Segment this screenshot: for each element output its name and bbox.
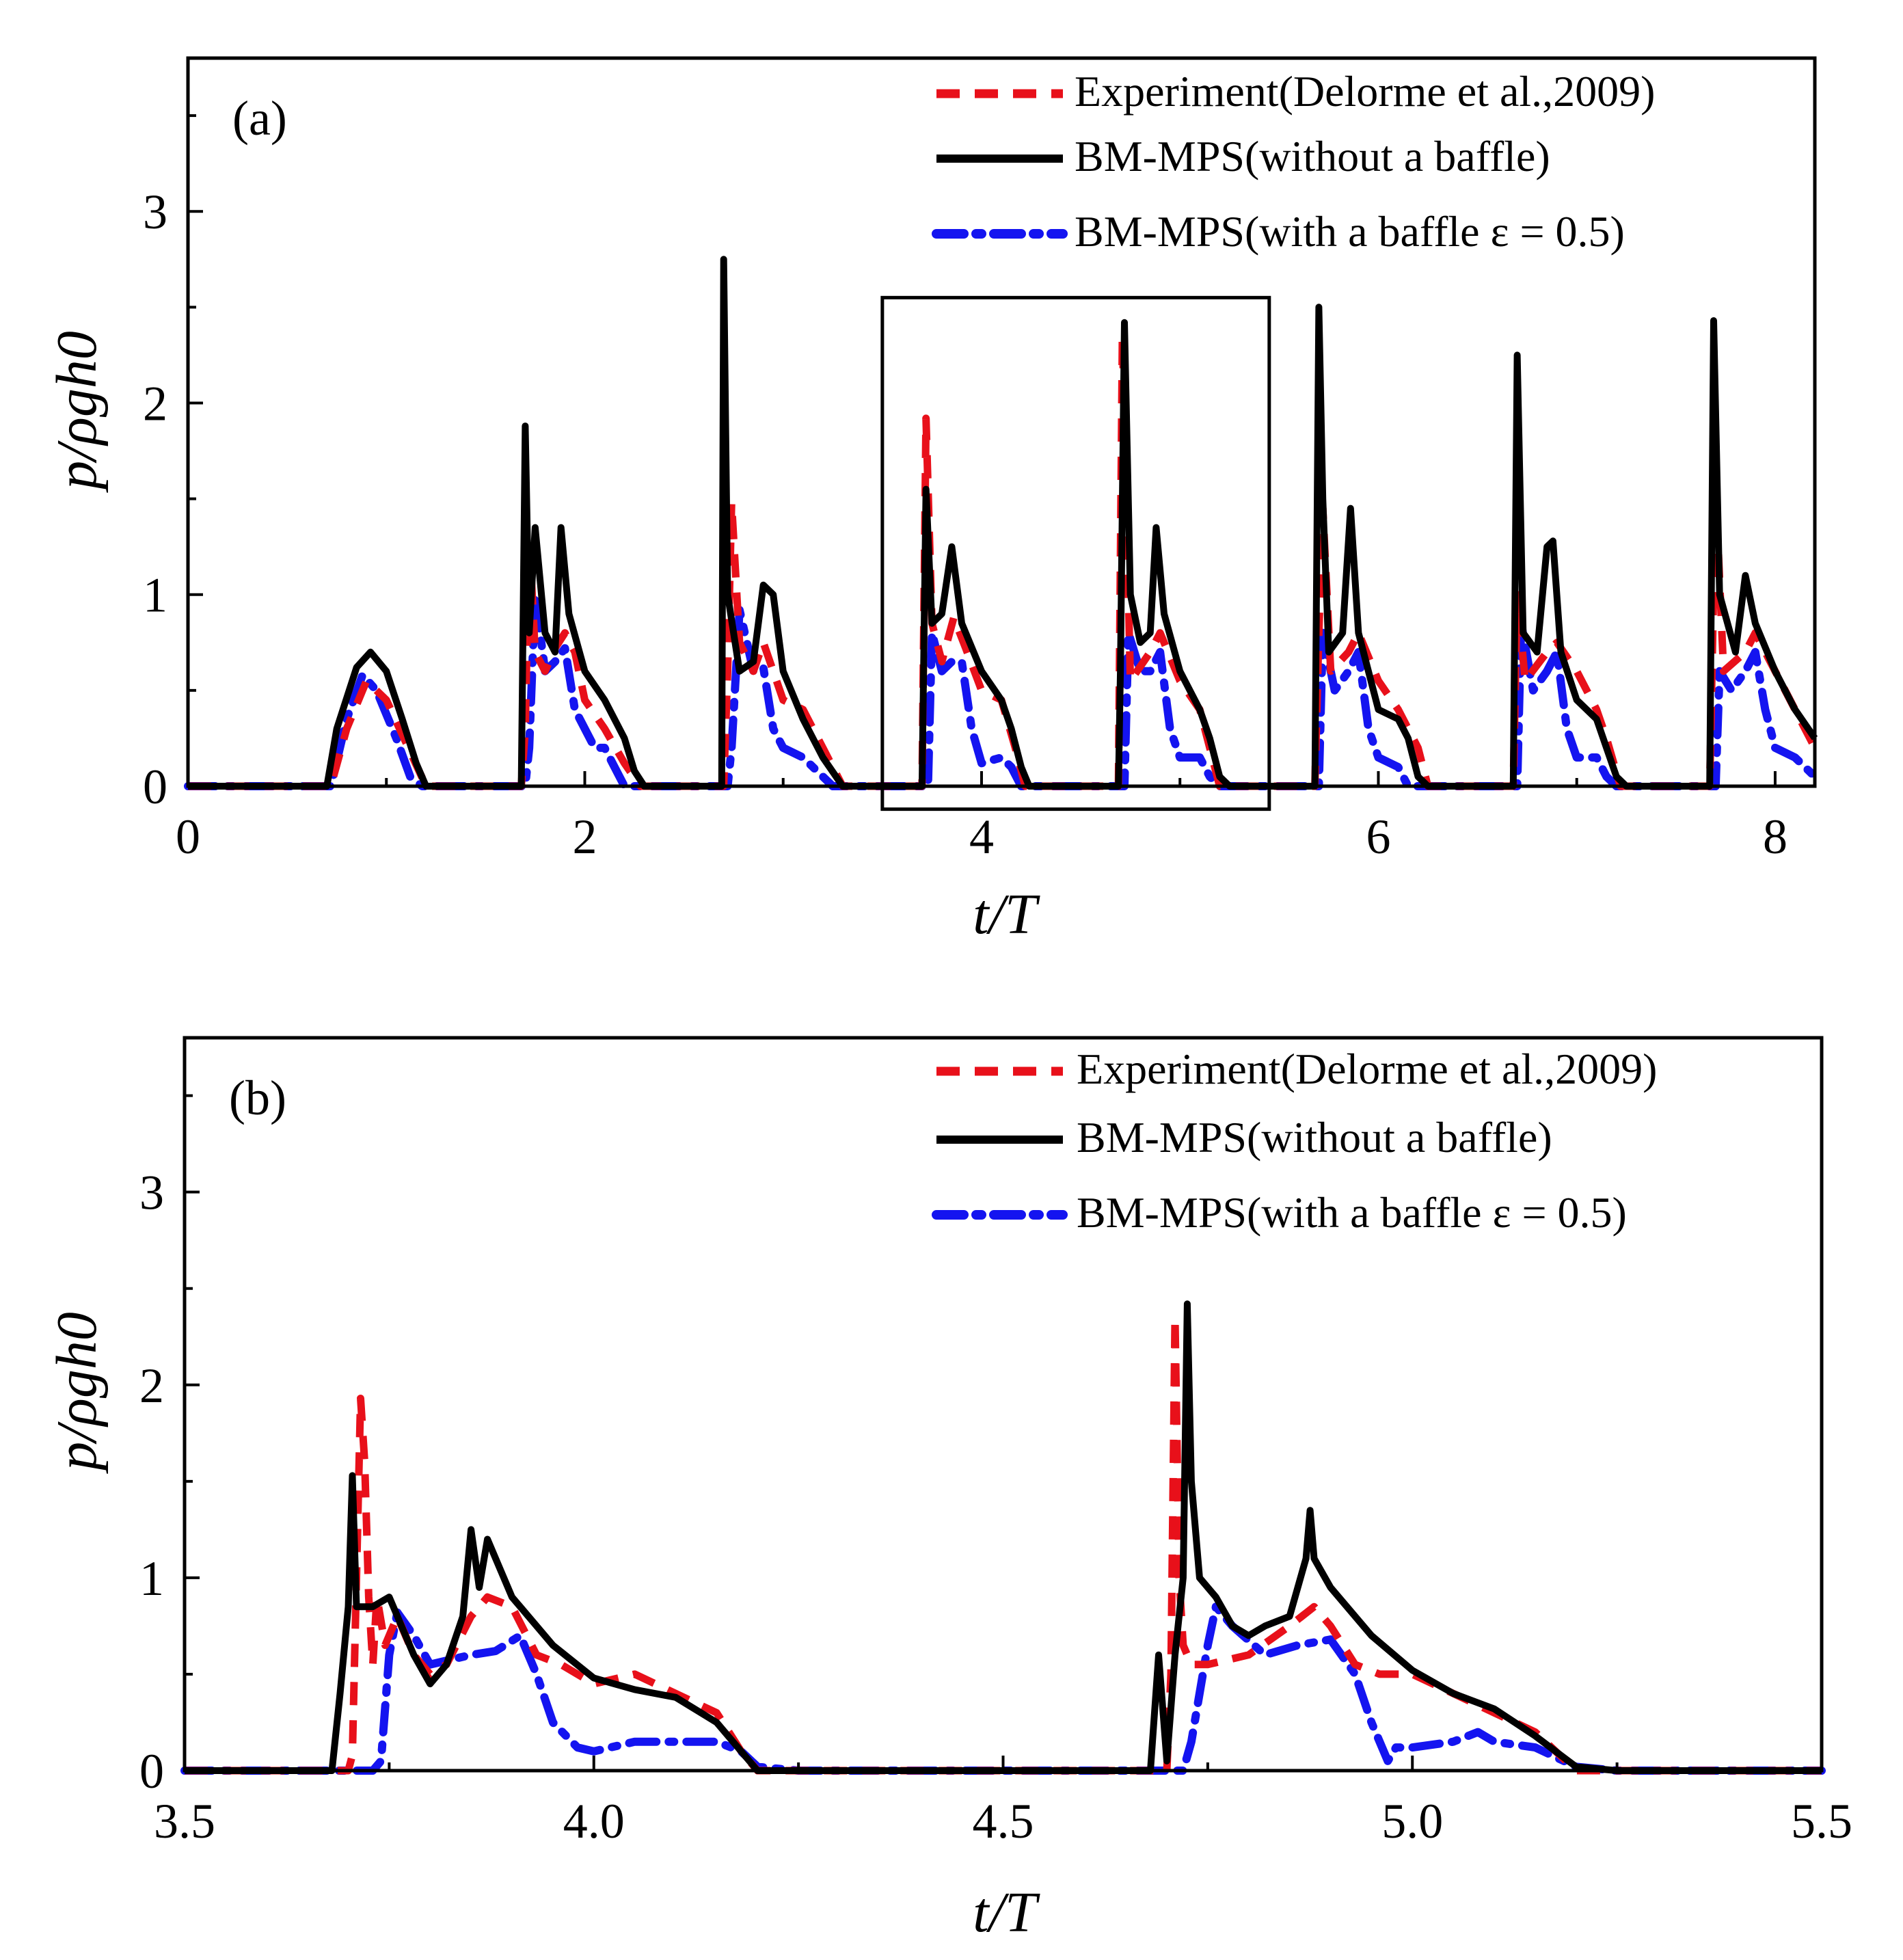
y-tick-label: 2 bbox=[139, 1358, 164, 1413]
y-tick-label: 3 bbox=[139, 1166, 164, 1220]
panel-a-frame bbox=[186, 56, 1817, 788]
x-tick-label: 5.5 bbox=[1791, 1794, 1852, 1849]
panel-b-y-axis-label-text: p/ρgh0 bbox=[45, 1312, 109, 1474]
panel-b-x-axis-label: t/T bbox=[973, 1881, 1040, 1944]
x-tick-label: 0 bbox=[176, 809, 200, 864]
panel-b-series bbox=[180, 1300, 1826, 1775]
panel-b-y-axis-label: p/ρgh0 bbox=[45, 1312, 109, 1474]
legend-label-no-baffle: BM-MPS(without a baffle) bbox=[1075, 132, 1550, 180]
legend-label-with-baffle: BM-MPS(with a baffle ε = 0.5) bbox=[1075, 207, 1625, 256]
y-tick-label: 3 bbox=[143, 185, 167, 239]
x-tick-label: 3.5 bbox=[154, 1794, 215, 1849]
x-tick-label: 6 bbox=[1366, 809, 1390, 864]
x-tick-label: 4 bbox=[969, 809, 994, 864]
y-tick-label: 0 bbox=[139, 1744, 164, 1799]
x-tick-label: 5.0 bbox=[1381, 1794, 1443, 1849]
panel-a-y-axis-label-text: p/ρgh0 bbox=[45, 331, 109, 493]
svg-text:p/ρgh0: p/ρgh0 bbox=[45, 1312, 109, 1474]
panel-a-legend: Experiment(Delorme et al.,2009) BM-MPS(wi… bbox=[932, 67, 1655, 256]
y-tick-label: 1 bbox=[143, 568, 167, 623]
panel-b: 3.5 4.0 4.5 5.0 5.5 0 1 2 3 (b) t/T p/ρgh0 Expe… bbox=[45, 1036, 1852, 1944]
legend-label-experiment: Experiment(Delorme et al.,2009) bbox=[1077, 1045, 1657, 1093]
svg-text:p/ρgh0: p/ρgh0 bbox=[45, 331, 109, 493]
panel-a-zoom-box bbox=[880, 295, 1271, 811]
panel-a-series bbox=[184, 256, 1819, 790]
x-tick-label: 4.5 bbox=[973, 1794, 1034, 1849]
panel-b-label: (b) bbox=[229, 1071, 286, 1125]
panel-b-legend: Experiment(Delorme et al.,2009) BM-MPS(wi… bbox=[932, 1045, 1657, 1237]
series-line-no-baffle bbox=[185, 1300, 1822, 1774]
panel-a-x-axis-label: t/T bbox=[973, 883, 1040, 946]
x-tick-label: 8 bbox=[1763, 809, 1787, 864]
panel-a: 0 2 4 6 8 0 1 2 3 (a) t/T p/ρgh0 Experiment(Del… bbox=[45, 56, 1819, 946]
panel-b-y-ticks: 0 1 2 3 bbox=[139, 1094, 200, 1799]
x-tick-label: 2 bbox=[572, 809, 597, 864]
y-tick-label: 0 bbox=[143, 760, 167, 814]
series-line-no-baffle bbox=[188, 256, 1818, 790]
legend-label-with-baffle: BM-MPS(with a baffle ε = 0.5) bbox=[1077, 1188, 1627, 1237]
y-tick-label: 1 bbox=[139, 1551, 164, 1606]
series-line-experiment bbox=[188, 332, 1818, 790]
series-line-with-baffle bbox=[184, 590, 1819, 790]
zoom-box bbox=[880, 295, 1271, 811]
legend-label-experiment: Experiment(Delorme et al.,2009) bbox=[1075, 67, 1655, 116]
series-line-with-baffle bbox=[180, 1602, 1826, 1775]
panel-b-x-ticks: 3.5 4.0 4.5 5.0 5.5 bbox=[154, 1756, 1852, 1849]
panel-a-x-ticks: 0 2 4 6 8 bbox=[176, 771, 1787, 864]
y-tick-label: 2 bbox=[143, 376, 167, 431]
x-tick-label: 4.0 bbox=[563, 1794, 625, 1849]
series-line-experiment bbox=[185, 1313, 1822, 1775]
panel-a-y-ticks: 0 1 2 3 bbox=[143, 114, 203, 814]
panel-a-label: (a) bbox=[232, 91, 287, 146]
legend-label-no-baffle: BM-MPS(without a baffle) bbox=[1077, 1113, 1552, 1162]
panel-a-y-axis-label: p/ρgh0 bbox=[45, 331, 109, 493]
